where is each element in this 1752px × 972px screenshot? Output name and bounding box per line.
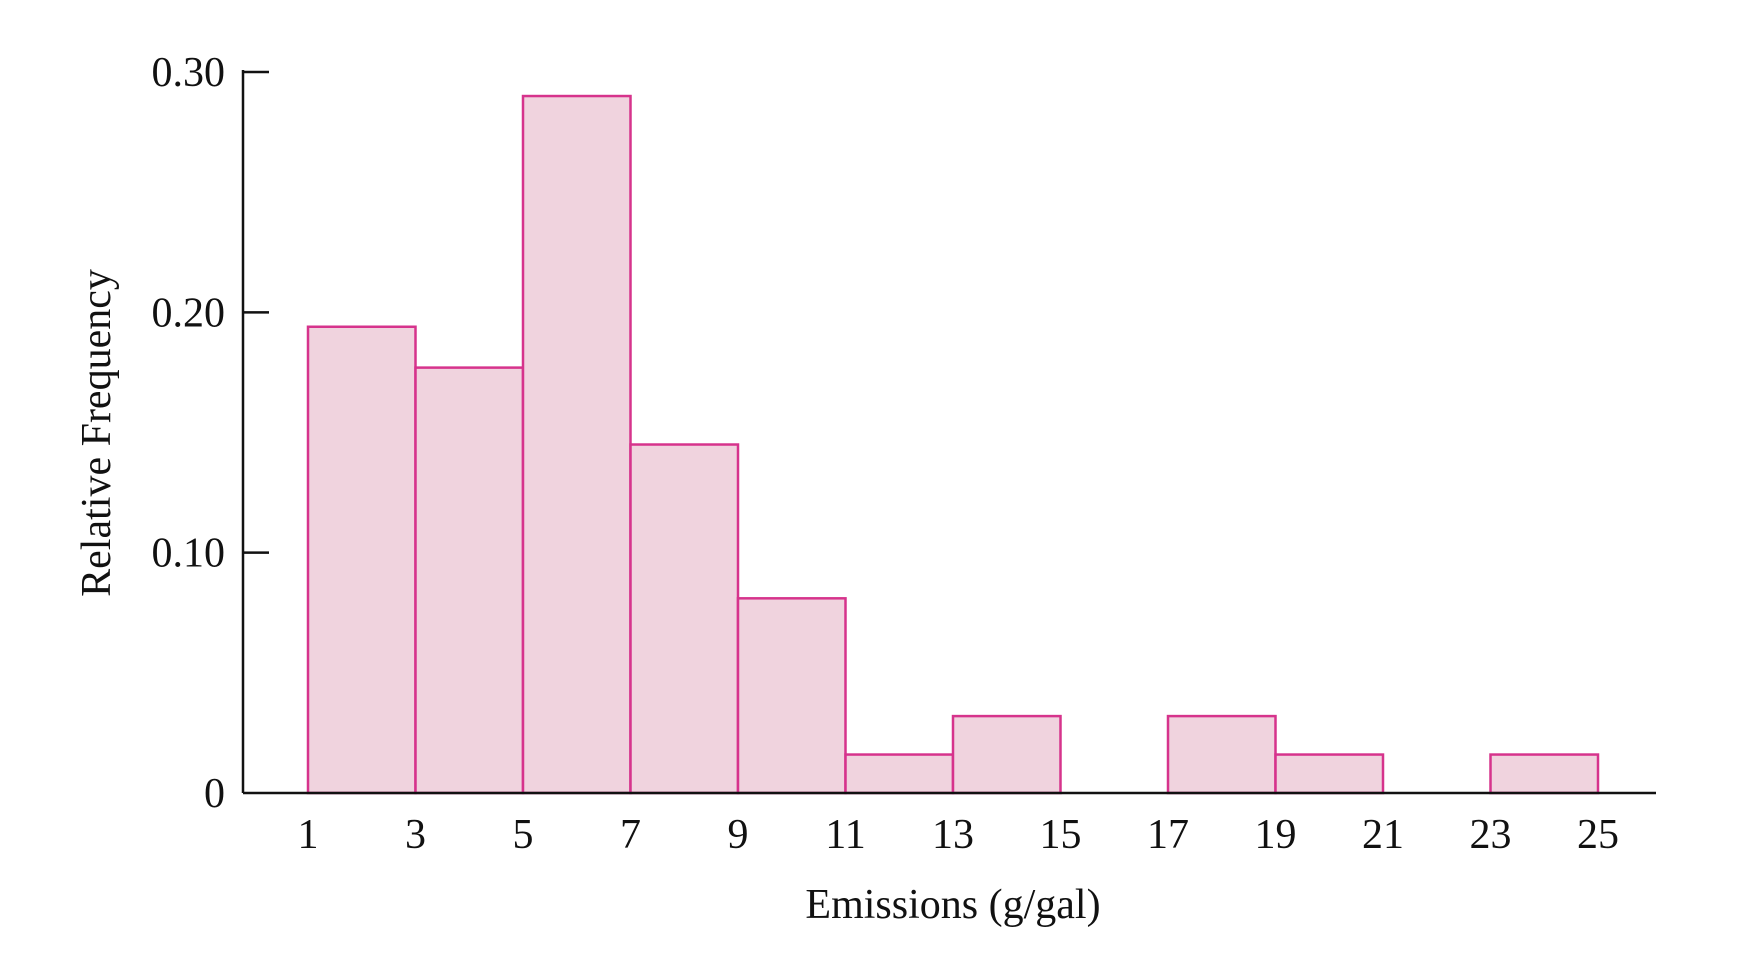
histogram-bar [1166, 714, 1277, 795]
histogram-bar [951, 714, 1062, 795]
x-axis-title: Emissions (g/gal) [805, 882, 1100, 928]
x-tick-label: 3 [405, 812, 426, 858]
y-tick-label: 0.20 [152, 290, 226, 336]
y-ticks: 0 0.10 0.20 0.30 [152, 50, 269, 817]
x-ticks: 1 3 5 7 9 11 13 15 17 19 21 23 25 [298, 812, 1620, 858]
y-tick-label: 0.30 [152, 50, 226, 96]
x-tick-label: 1 [298, 812, 319, 858]
x-tick-label: 13 [932, 812, 974, 858]
histogram-bar [1274, 753, 1385, 795]
histogram-bar [521, 94, 632, 795]
histogram-bar [414, 366, 525, 795]
x-tick-label: 17 [1147, 812, 1189, 858]
histogram-bar [736, 597, 847, 795]
x-tick-label: 7 [620, 812, 641, 858]
histogram-bar [629, 443, 740, 795]
x-tick-label: 21 [1362, 812, 1404, 858]
histogram-bar [306, 325, 417, 795]
x-tick-label: 11 [825, 812, 865, 858]
x-tick-label: 25 [1577, 812, 1619, 858]
histogram-bar [1489, 753, 1600, 795]
x-tick-label: 5 [513, 812, 534, 858]
bars-layer [306, 94, 1600, 795]
histogram-bar [844, 753, 955, 795]
y-axis-title: Relative Frequency [74, 269, 120, 597]
x-tick-label: 15 [1040, 812, 1082, 858]
x-tick-label: 23 [1470, 812, 1512, 858]
y-tick-label: 0.10 [152, 531, 226, 577]
axes-layer [241, 70, 1656, 795]
y-tick-label: 0 [204, 771, 225, 817]
x-tick-label: 9 [728, 812, 749, 858]
x-tick-label: 19 [1255, 812, 1297, 858]
